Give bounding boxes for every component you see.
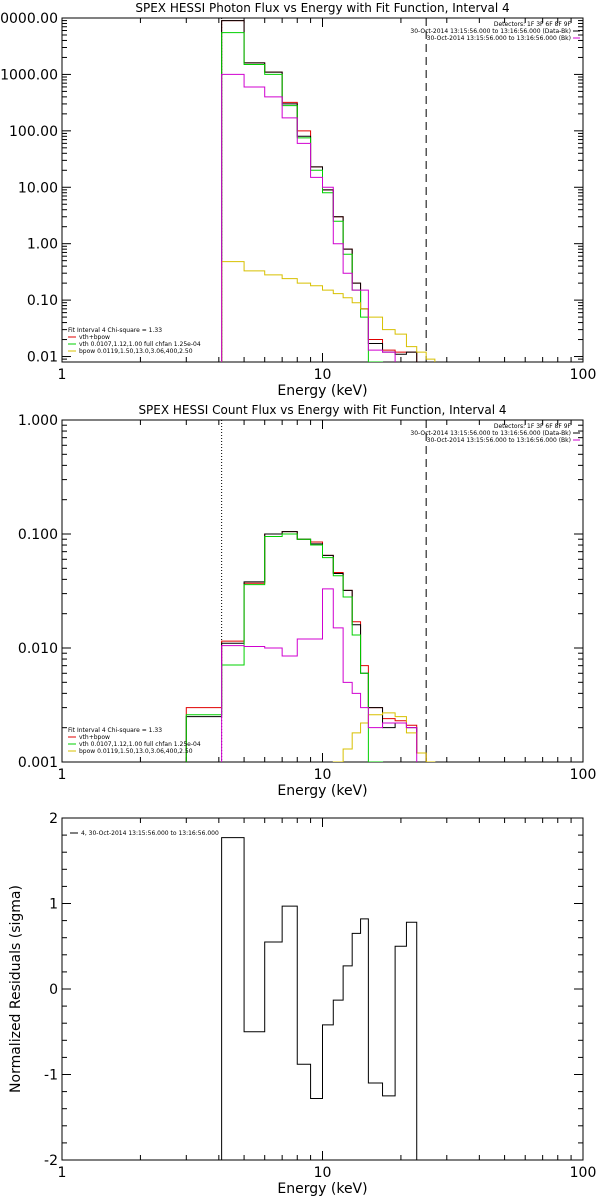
y-tick-label: 10000.00 bbox=[0, 11, 58, 27]
legend-entry: vth+bpow bbox=[79, 334, 110, 341]
info-line-1: 30-Oct-2014 13:15:56.000 to 13:16:56.000… bbox=[410, 28, 571, 35]
plot-frame bbox=[61, 817, 584, 1161]
series-fit-line bbox=[185, 531, 427, 762]
series-data-line bbox=[221, 20, 418, 362]
y-tick-label: -1 bbox=[44, 1068, 58, 1084]
info-line-2: 30-Oct-2014 13:15:56.000 to 13:16:56.000… bbox=[427, 35, 571, 42]
y-tick-label: 0.100 bbox=[18, 527, 58, 543]
series-vth-line bbox=[221, 32, 384, 362]
y-tick-label: 1000.00 bbox=[0, 67, 58, 83]
legend-entry: vth 0.0107,1.12,1.00 full chfan 1.25e-04 bbox=[79, 741, 201, 748]
x-tick-label: 10 bbox=[314, 367, 332, 383]
x-axis-label: Energy (keV) bbox=[277, 1181, 367, 1197]
series-vth-line bbox=[185, 533, 384, 762]
legend-entry: bpow 0.0119,1.50,13.0,3.06,400,2.50 bbox=[79, 348, 193, 355]
x-tick-label: 1 bbox=[58, 1165, 67, 1181]
info-line-0: Detectors: 1F 3F 6F 8F 9F bbox=[494, 423, 572, 430]
x-axis-label: Energy (keV) bbox=[277, 383, 367, 399]
x-tick-label: 1 bbox=[58, 767, 67, 783]
series-group bbox=[221, 18, 436, 362]
series-fit-line bbox=[221, 20, 418, 362]
x-axis-label: Energy (keV) bbox=[277, 783, 367, 799]
legend-entry: bpow 0.0119,1.50,13.0,3.06,400,2.50 bbox=[79, 748, 193, 755]
legend-header: Fit Interval 4 Chi-square = 1.33 bbox=[68, 327, 162, 334]
series-data-line bbox=[221, 837, 418, 1160]
info-line-1: 30-Oct-2014 13:15:56.000 to 13:16:56.000… bbox=[410, 430, 571, 437]
chart-title: SPEX HESSI Count Flux vs Energy with Fit… bbox=[138, 403, 506, 417]
y-tick-label: 2 bbox=[49, 811, 58, 827]
y-tick-label: 0.001 bbox=[18, 755, 58, 771]
y-tick-label: 1.000 bbox=[18, 413, 58, 429]
y-tick-label: 10.00 bbox=[18, 180, 58, 196]
series-group bbox=[221, 837, 418, 1160]
series-data-line bbox=[185, 531, 427, 762]
series-bk-line bbox=[221, 73, 396, 362]
x-tick-label: 100 bbox=[570, 1165, 597, 1181]
info-line-0: Detectors: 1F 3F 6F 8F 9F bbox=[494, 21, 572, 28]
x-tick-label: 10 bbox=[314, 767, 332, 783]
x-tick-label: 10 bbox=[314, 1165, 332, 1181]
x-tick-label: 100 bbox=[570, 767, 597, 783]
y-tick-label: 100.00 bbox=[9, 124, 58, 140]
series-group bbox=[185, 420, 436, 762]
y-tick-label: 1 bbox=[49, 897, 58, 913]
y-tick-label: 0.010 bbox=[18, 641, 58, 657]
series-bpow-line bbox=[332, 712, 436, 762]
series-bk-line bbox=[221, 588, 418, 762]
x-tick-label: 100 bbox=[570, 367, 597, 383]
panel-count: SPEX HESSI Count Flux vs Energy with Fit… bbox=[18, 403, 596, 799]
panel-photon: SPEX HESSI Photon Flux vs Energy with Fi… bbox=[0, 1, 596, 399]
series-bpow-line bbox=[221, 261, 436, 362]
info-line-2: 30-Oct-2014 13:15:56.000 to 13:16:56.000… bbox=[427, 437, 571, 444]
legend-entry: 4, 30-Oct-2014 13:15:56.000 to 13:16:56.… bbox=[81, 830, 219, 837]
chart-title: SPEX HESSI Photon Flux vs Energy with Fi… bbox=[135, 1, 509, 15]
legend-entry: vth 0.0107,1.12,1.00 full chfan 1.25e-04 bbox=[79, 341, 201, 348]
y-tick-label: -2 bbox=[44, 1153, 58, 1169]
y-tick-label: 0.10 bbox=[27, 293, 58, 309]
y-tick-label: 0 bbox=[49, 982, 58, 998]
panel-resid: 1 10 100 Energy (keV) -2 -1 0 1 2 Normalized Resi… bbox=[8, 811, 596, 1197]
legend-header: Fit Interval 4 Chi-square = 1.33 bbox=[68, 727, 162, 734]
y-tick-label: 0.01 bbox=[27, 350, 58, 366]
legend-entry: vth+bpow bbox=[79, 734, 110, 741]
y-tick-label: 1.00 bbox=[27, 237, 58, 253]
y-axis-label: Normalized Residuals (sigma) bbox=[8, 885, 24, 1093]
x-tick-label: 1 bbox=[58, 367, 67, 383]
